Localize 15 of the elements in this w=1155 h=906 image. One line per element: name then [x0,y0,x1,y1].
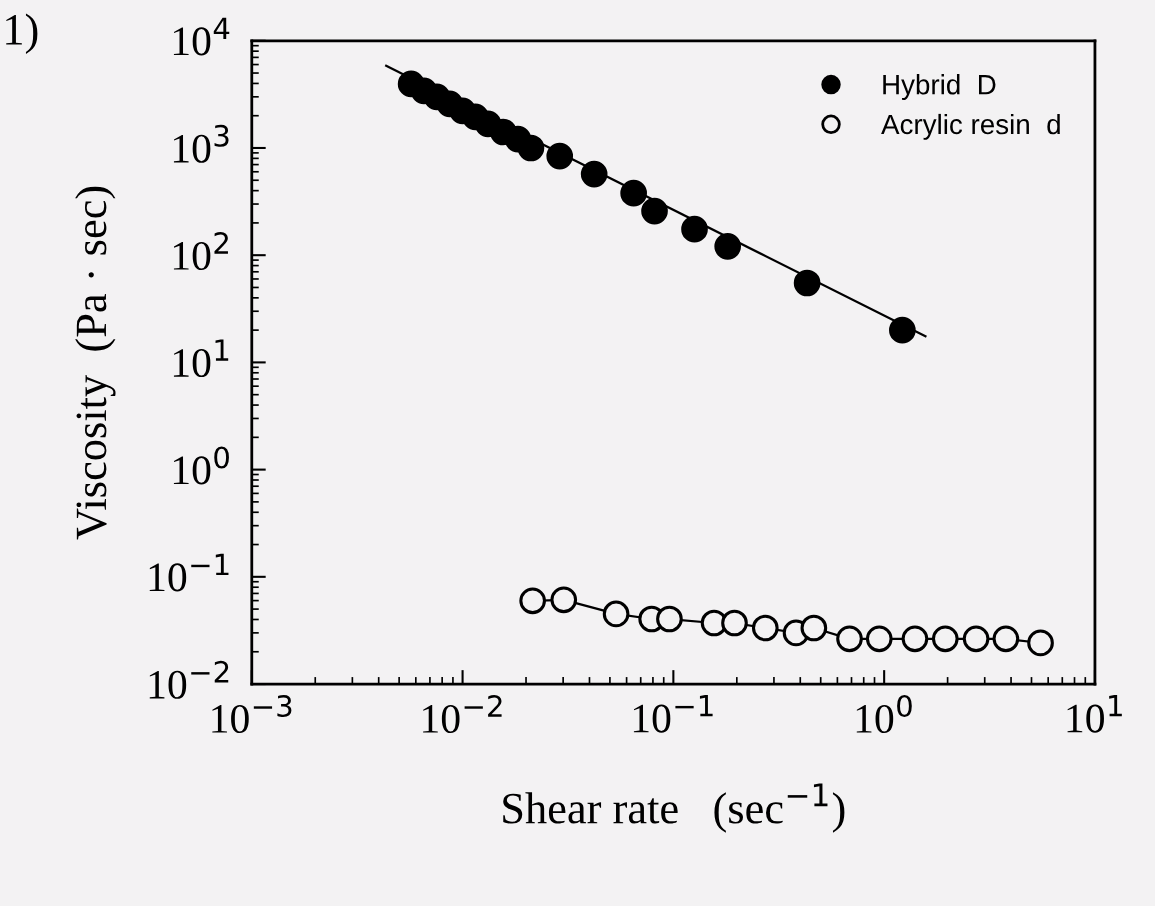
x-tick-label: 10$^{1}$ [1067,695,1122,733]
y-tick-label: 10$^{3}$ [173,124,229,163]
y-tick-label: 10$^{1}$ [173,339,229,378]
x-tick-label: 10$^{0}$ [856,695,912,734]
legend-label: Acrylic resin d [881,113,1060,140]
y-axis-title: Viscosity (Pa · sec) [75,186,116,540]
x-tick-label: 10$^{−1}$ [633,695,713,733]
legend-label: Hybrid D [883,74,996,100]
x-axis-title: Shear rate (sec$^{−1}$) [503,783,845,833]
y-tick-label: 10$^{−1}$ [149,553,229,592]
y-tick-label: 10$^{0}$ [173,446,229,485]
text: 1) [6,13,38,54]
x-tick-label: 10$^{−2}$ [423,695,502,734]
y-tick-label: 10$^{2}$ [173,232,228,271]
y-tick-label: 10$^{4}$ [173,17,230,56]
